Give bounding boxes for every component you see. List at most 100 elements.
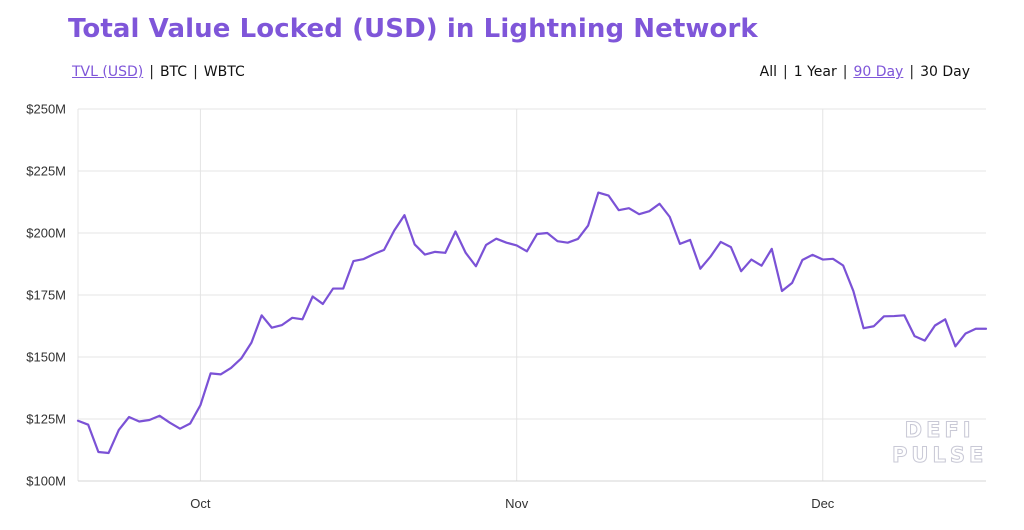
data-point <box>453 229 458 234</box>
data-point <box>973 326 978 331</box>
data-point <box>718 239 723 244</box>
series-layer <box>76 190 989 455</box>
range-separator: | <box>909 64 915 80</box>
data-point <box>484 242 489 247</box>
data-point <box>269 325 274 330</box>
data-point <box>984 326 989 331</box>
data-point <box>759 263 764 268</box>
data-point <box>861 326 866 331</box>
x-tick-label: Oct <box>190 496 211 511</box>
y-tick-label: $175M <box>26 288 66 303</box>
data-point <box>810 252 815 257</box>
data-point <box>902 313 907 318</box>
data-point <box>688 237 693 242</box>
data-point <box>943 317 948 322</box>
range-1-year[interactable]: 1 Year <box>793 64 837 80</box>
data-point <box>524 249 529 254</box>
asset-tabs: TVL (USD) | BTC | WBTC <box>72 64 245 80</box>
data-point <box>392 228 397 233</box>
x-axis-ticks: Oct Nov Dec <box>190 496 835 511</box>
chart-title: Total Value Locked (USD) in Lightning Ne… <box>68 14 758 44</box>
data-point <box>851 289 856 294</box>
data-point <box>422 252 427 257</box>
data-point <box>463 250 468 255</box>
data-point <box>371 252 376 257</box>
tab-tvl-usd[interactable]: TVL (USD) <box>72 64 144 80</box>
data-point <box>586 223 591 228</box>
watermark-line-2: PULSE <box>891 443 988 468</box>
data-point <box>728 245 733 250</box>
data-point <box>637 212 642 217</box>
data-point <box>912 334 917 339</box>
data-point <box>198 403 203 408</box>
data-point <box>178 426 183 431</box>
y-tick-label: $225M <box>26 164 66 179</box>
data-point <box>218 372 223 377</box>
data-point <box>800 258 805 263</box>
y-tick-label: $150M <box>26 350 66 365</box>
x-tick-label: Nov <box>505 496 529 511</box>
y-tick-label: $100M <box>26 474 66 489</box>
tab-separator: | <box>149 64 154 80</box>
data-point <box>606 193 611 198</box>
tab-separator: | <box>193 64 198 80</box>
data-point <box>749 257 754 262</box>
data-point <box>953 344 958 349</box>
data-point <box>137 419 142 424</box>
data-point <box>657 201 662 206</box>
watermark-line-1: DEFI <box>904 418 975 443</box>
data-point <box>412 242 417 247</box>
data-point <box>677 241 682 246</box>
data-point <box>790 280 795 285</box>
range-30-day[interactable]: 30 Day <box>920 64 970 80</box>
data-point <box>841 263 846 268</box>
data-point <box>922 338 927 343</box>
data-point <box>830 256 835 261</box>
data-point <box>596 190 601 195</box>
data-point <box>626 206 631 211</box>
range-all[interactable]: All <box>759 64 777 80</box>
data-point <box>881 314 886 319</box>
data-point <box>280 323 285 328</box>
gridlines <box>77 108 986 482</box>
data-point <box>871 324 876 329</box>
data-point <box>402 213 407 218</box>
tab-wbtc[interactable]: WBTC <box>203 64 245 80</box>
data-point <box>106 450 111 455</box>
data-point <box>779 289 784 294</box>
range-90-day[interactable]: 90 Day <box>853 64 904 80</box>
data-point <box>565 240 570 245</box>
data-point <box>963 331 968 336</box>
data-point <box>116 427 121 432</box>
range-separator: | <box>783 64 788 80</box>
data-point <box>147 417 152 422</box>
data-point <box>698 266 703 271</box>
data-point <box>157 413 162 418</box>
data-point <box>708 254 713 259</box>
data-point <box>127 415 132 420</box>
data-point <box>229 365 234 370</box>
data-point <box>76 418 81 423</box>
data-point <box>188 421 193 426</box>
data-point <box>647 209 652 214</box>
range-separator: | <box>842 64 848 80</box>
data-point <box>331 286 336 291</box>
data-point <box>382 247 387 252</box>
data-point <box>739 269 744 274</box>
data-point <box>616 208 621 213</box>
data-point <box>300 317 305 322</box>
y-tick-label: $200M <box>26 226 66 241</box>
data-point <box>361 257 366 262</box>
data-point <box>239 356 244 361</box>
tab-btc[interactable]: BTC <box>159 64 188 80</box>
data-point <box>96 449 101 454</box>
data-point <box>208 371 213 376</box>
data-point <box>351 259 356 264</box>
x-tick-label: Dec <box>811 496 835 511</box>
data-point <box>555 239 560 244</box>
data-point <box>310 294 315 299</box>
data-point <box>341 286 346 291</box>
data-point <box>167 420 172 425</box>
data-point <box>545 231 550 236</box>
data-point <box>494 236 499 241</box>
